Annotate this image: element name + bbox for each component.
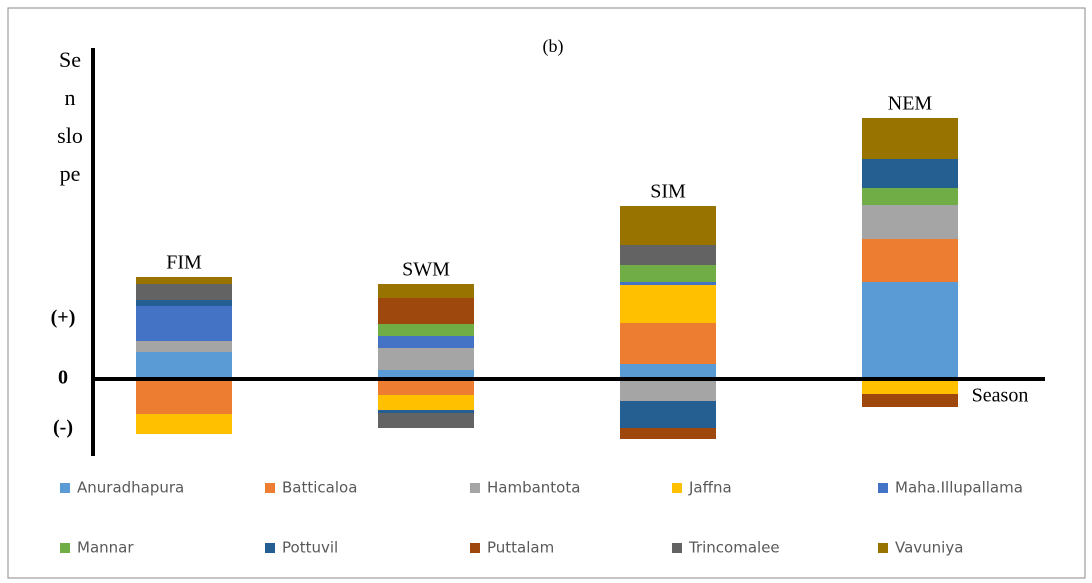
bar-segment	[136, 306, 232, 341]
bar-segment	[378, 370, 474, 379]
legend-label: Vavuniya	[895, 539, 963, 557]
legend-swatch	[878, 483, 888, 493]
bar-segment	[862, 282, 958, 379]
bar-segment	[136, 341, 232, 352]
bar-segment	[620, 206, 716, 245]
bar-segment	[620, 282, 716, 285]
legend-label: Mannar	[77, 539, 134, 557]
legend-swatch	[265, 543, 275, 553]
legend-label: Puttalam	[487, 539, 554, 557]
x-axis-label: Season	[972, 385, 1029, 407]
legend-label: Jaffna	[688, 479, 732, 497]
bar-segment	[378, 395, 474, 410]
category-label: SWM	[402, 259, 450, 281]
bar-segment	[136, 414, 232, 434]
bar-segment	[862, 118, 958, 159]
y-tick-label: 0	[58, 367, 68, 389]
y-axis-label: slo	[57, 123, 83, 148]
bar-segment	[862, 239, 958, 282]
legend-label: Anuradhapura	[77, 479, 184, 497]
bar-segment	[136, 352, 232, 379]
category-label: SIM	[650, 181, 686, 203]
bar-segment	[620, 401, 716, 428]
legend-swatch	[60, 483, 70, 493]
legend-label: Hambantota	[487, 479, 580, 497]
bar-segment	[862, 379, 958, 394]
bar-segment	[620, 245, 716, 265]
y-tick-label: (+)	[51, 307, 76, 329]
legend-swatch	[470, 543, 480, 553]
bar-segment	[620, 285, 716, 323]
legend-label: Trincomalee	[688, 539, 780, 557]
bar-segment	[862, 394, 958, 407]
legend-swatch	[60, 543, 70, 553]
bar-segment	[620, 323, 716, 364]
legend-swatch	[672, 483, 682, 493]
bar-segment	[136, 277, 232, 284]
bar-segment	[862, 188, 958, 205]
y-axis-label: pe	[60, 161, 81, 186]
legend-label: Maha.Illupallama	[895, 479, 1023, 497]
bar-segment	[378, 348, 474, 370]
bar-segment	[620, 428, 716, 439]
bar-segment	[620, 379, 716, 401]
y-tick-label: (-)	[53, 417, 73, 439]
chart-frame	[7, 7, 1086, 579]
bar-segment	[378, 284, 474, 298]
bar-segment	[620, 364, 716, 379]
legend-swatch	[470, 483, 480, 493]
legend-swatch	[672, 543, 682, 553]
legend-swatch	[878, 543, 888, 553]
y-axis-label: n	[65, 85, 76, 110]
chart-title: (b)	[543, 36, 564, 57]
bar-segment	[378, 324, 474, 336]
bar-segment	[862, 159, 958, 188]
category-label: FIM	[166, 252, 202, 274]
y-axis-label: Se	[59, 47, 81, 72]
bar-segment	[136, 284, 232, 300]
category-label: NEM	[888, 93, 933, 115]
legend-label: Pottuvil	[282, 539, 338, 557]
legend-swatch	[265, 483, 275, 493]
bar-segment	[378, 413, 474, 428]
bar-segment	[378, 298, 474, 324]
bar-segment	[136, 379, 232, 414]
bar-segment	[378, 336, 474, 348]
bar-segment	[378, 410, 474, 413]
bar-segment	[862, 205, 958, 239]
bar-segment	[620, 265, 716, 282]
legend-label: Batticaloa	[282, 479, 357, 497]
bar-segment	[378, 379, 474, 395]
bar-segment	[136, 300, 232, 306]
